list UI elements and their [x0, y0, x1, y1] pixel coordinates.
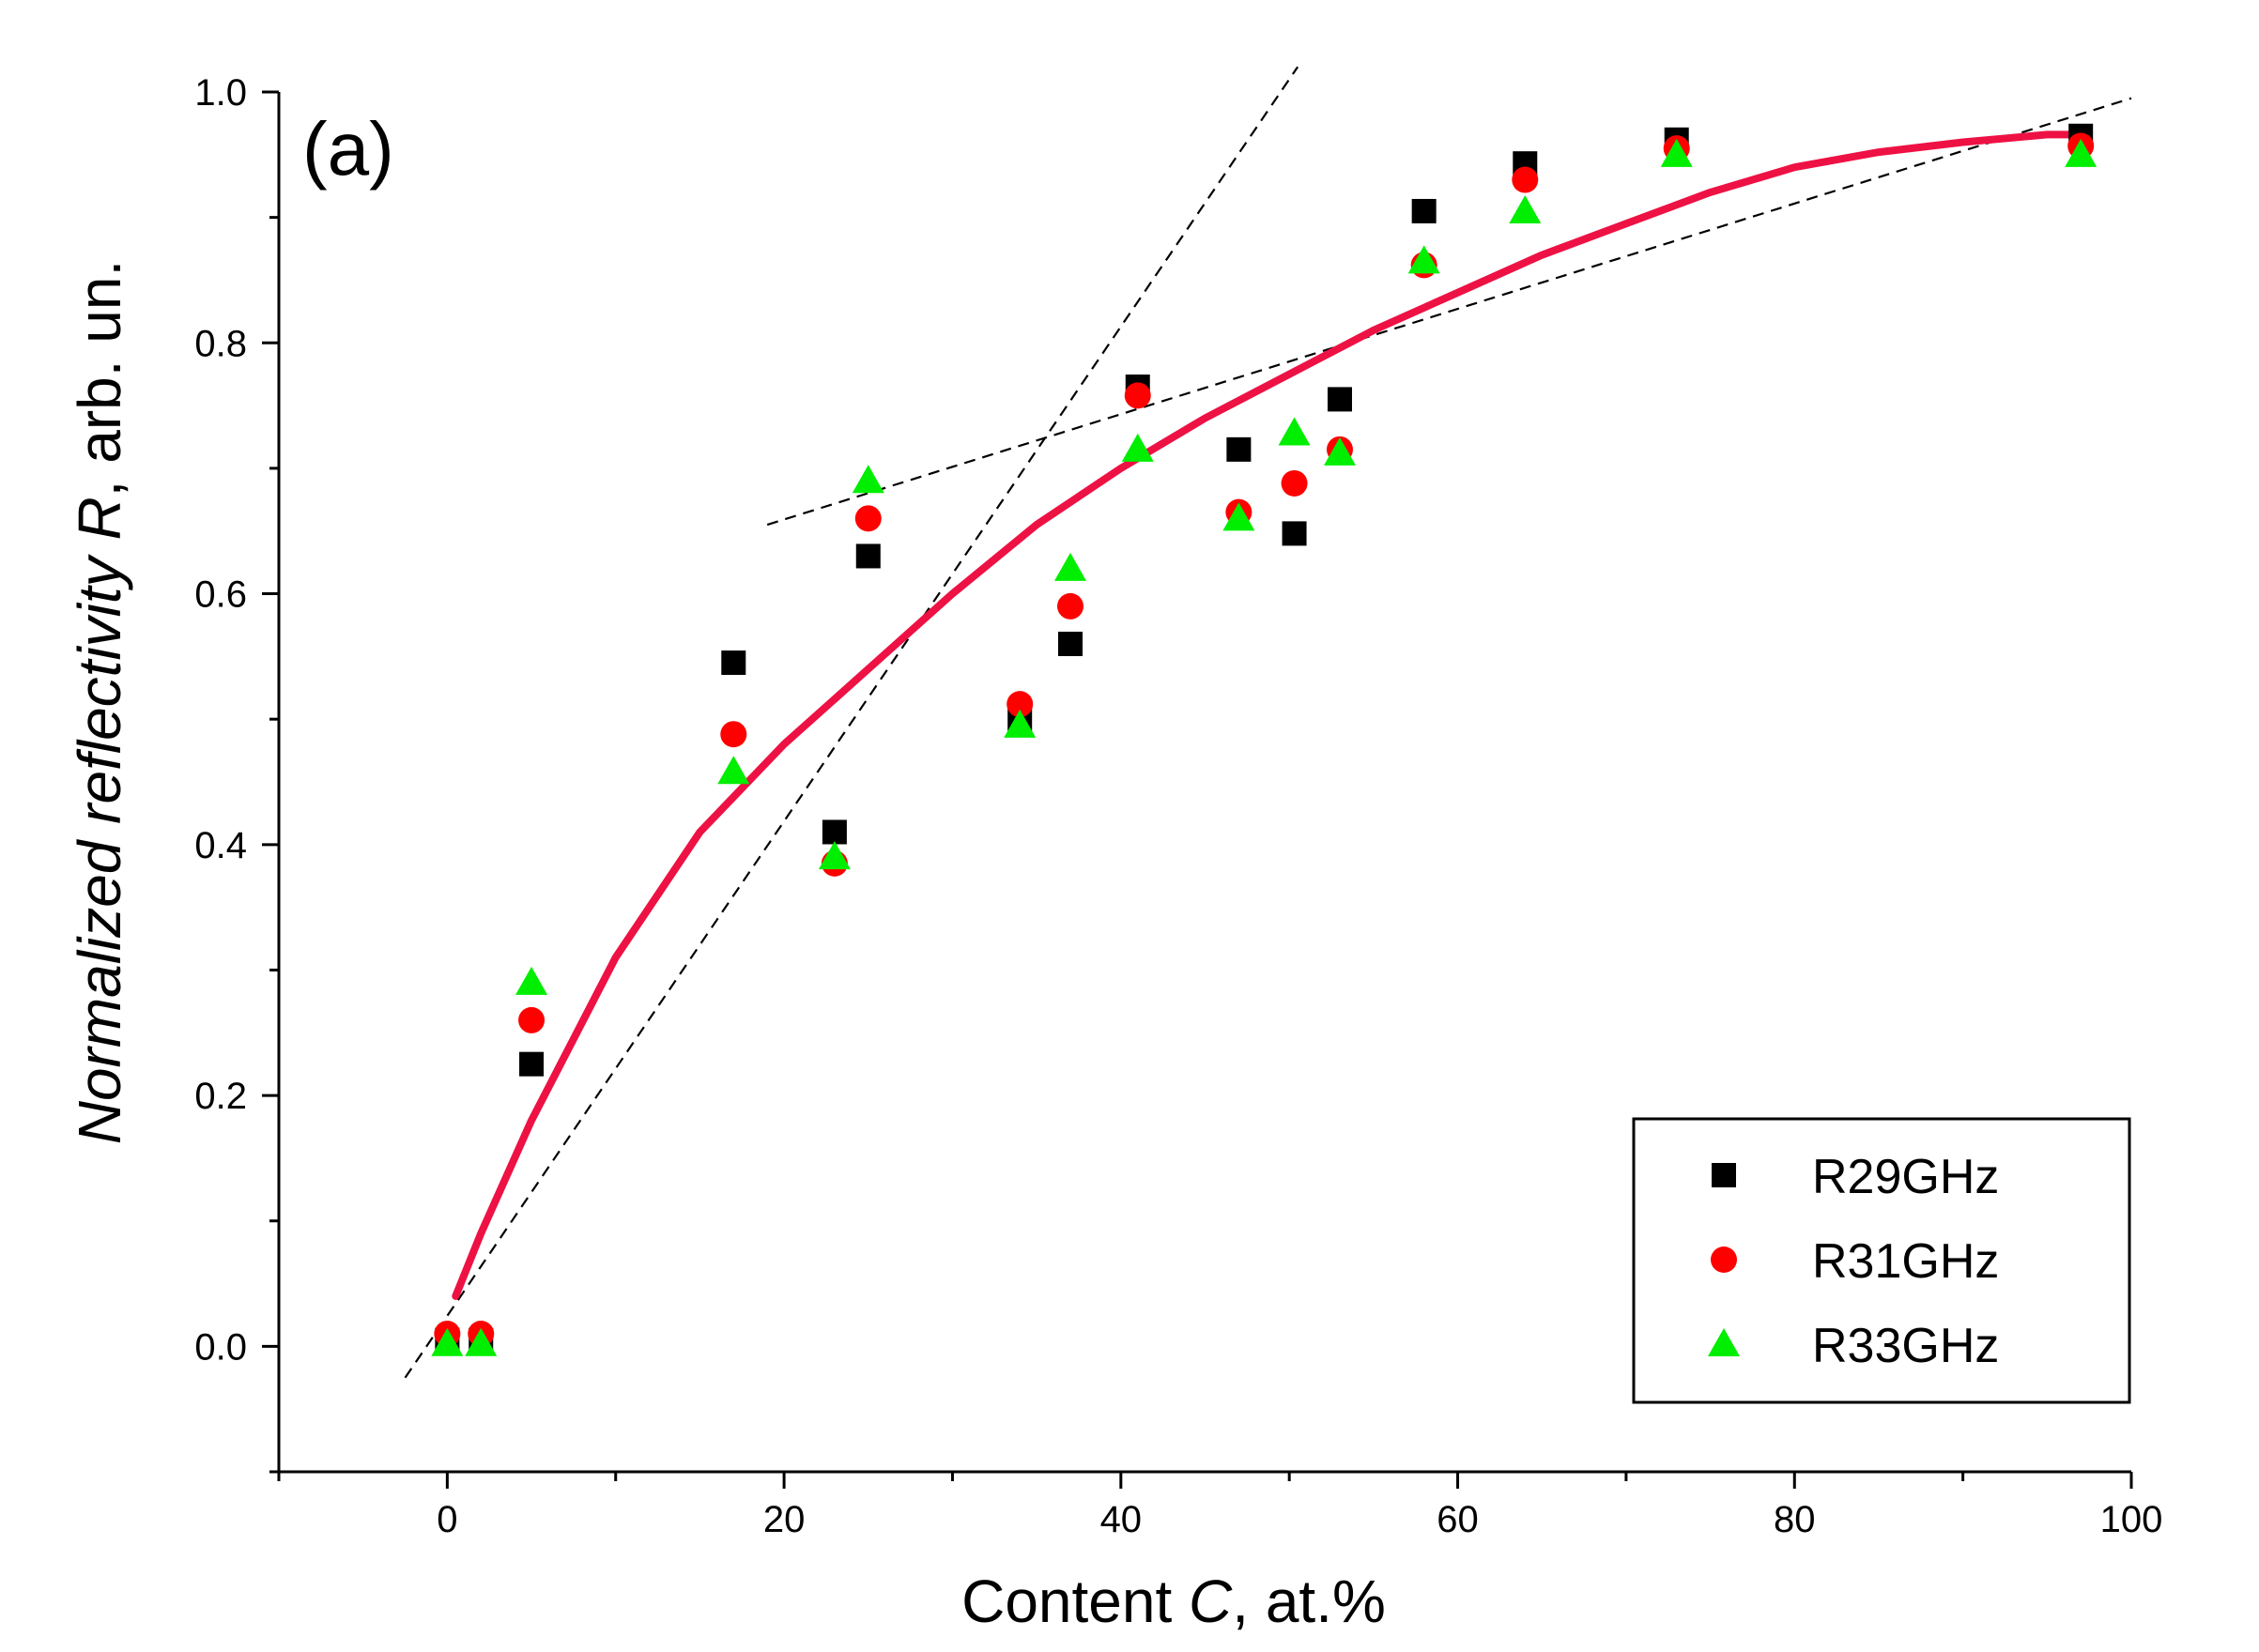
y-tick-label: 1.0	[194, 72, 247, 114]
series-R33GHz	[431, 138, 2098, 1356]
data-point-triangle	[717, 756, 750, 785]
legend: R29GHz R31GHz R33GHz	[1632, 1117, 2131, 1404]
data-point-square	[822, 819, 847, 845]
legend-label: R31GHz	[1812, 1234, 1999, 1289]
data-point-circle	[1512, 166, 1539, 193]
y-tick-label: 0.4	[194, 825, 247, 866]
data-point-circle	[720, 721, 747, 748]
dashed-reference-lines	[404, 66, 2132, 1379]
data-point-triangle	[1004, 709, 1037, 738]
y-tick-label: 0.2	[194, 1076, 247, 1117]
data-point-triangle	[2065, 138, 2098, 167]
data-point-square	[1411, 198, 1437, 223]
data-point-triangle	[818, 841, 851, 870]
legend-marker-circle	[1711, 1247, 1737, 1273]
y-axis-title-prefix: Normalized reflectivity	[66, 541, 133, 1145]
data-point-square	[855, 543, 881, 569]
data-point-triangle	[1323, 436, 1356, 466]
legend-marker-triangle	[1708, 1328, 1740, 1356]
data-markers	[431, 123, 2098, 1356]
y-ticks: 0.0 0.2 0.4 0.6 0.8 1.0	[194, 72, 279, 1474]
data-point-circle	[1281, 469, 1308, 497]
x-tick-label: 100	[2100, 1499, 2163, 1540]
data-point-triangle	[1660, 138, 1693, 167]
data-point-triangle	[515, 966, 548, 995]
axes: 0 20 40 60 80 100 0.0 0.2 0.4 0.6 0.8 1.0	[194, 72, 2162, 1540]
y-axis-title-variable: R	[66, 497, 133, 540]
x-ticks: 0 20 40 60 80 100	[277, 1472, 2163, 1540]
data-point-circle	[854, 505, 882, 532]
data-point-triangle	[465, 1327, 498, 1356]
x-tick-label: 60	[1437, 1499, 1479, 1540]
data-point-triangle	[1509, 194, 1542, 223]
data-point-triangle	[431, 1327, 464, 1356]
data-point-triangle	[1278, 417, 1311, 446]
legend-marker-square	[1712, 1163, 1736, 1187]
legend-label: R33GHz	[1812, 1319, 1999, 1373]
x-tick-label: 20	[763, 1499, 806, 1540]
data-point-circle	[1007, 691, 1034, 718]
y-tick-label: 0.8	[194, 323, 247, 364]
legend-item: R33GHz	[1708, 1319, 1999, 1373]
legend-items: R29GHz R31GHz R33GHz	[1708, 1150, 1999, 1373]
data-point-square	[1282, 521, 1307, 546]
data-point-triangle	[1054, 552, 1087, 581]
y-axis-title: Normalized reflectivity R, arb. un.	[66, 260, 133, 1145]
fit-curve	[452, 130, 2085, 1300]
x-tick-label: 40	[1100, 1499, 1143, 1540]
data-point-square	[1058, 632, 1083, 656]
data-point-triangle	[1407, 245, 1440, 274]
dashed-line-2	[766, 97, 2132, 527]
data-point-square	[1327, 387, 1352, 412]
x-axis-title-prefix: Content	[961, 1568, 1189, 1635]
x-axis-title-variable: C	[1189, 1568, 1233, 1635]
data-point-circle	[518, 1006, 546, 1033]
data-point-circle	[1057, 592, 1084, 620]
panel-label: (a)	[302, 107, 394, 191]
data-point-triangle	[1222, 502, 1255, 531]
y-tick-label: 0.6	[194, 574, 247, 616]
x-axis-title: Content C, at.%	[961, 1568, 1386, 1635]
legend-label: R29GHz	[1812, 1150, 1999, 1204]
legend-item: R29GHz	[1712, 1150, 1999, 1204]
data-point-triangle	[852, 465, 884, 494]
data-point-triangle	[1121, 433, 1154, 462]
y-tick-label: 0.0	[194, 1326, 247, 1368]
data-point-square	[519, 1051, 545, 1077]
data-point-square	[1226, 436, 1252, 462]
y-axis-title-suffix: , arb. un.	[66, 260, 133, 497]
x-axis-title-suffix: , at.%	[1232, 1568, 1386, 1635]
dashed-line-1	[404, 66, 1299, 1379]
x-tick-label: 80	[1774, 1499, 1816, 1540]
data-point-circle	[1124, 382, 1151, 409]
legend-item: R31GHz	[1711, 1234, 1999, 1289]
data-point-square	[721, 650, 746, 676]
x-tick-label: 0	[437, 1499, 457, 1540]
